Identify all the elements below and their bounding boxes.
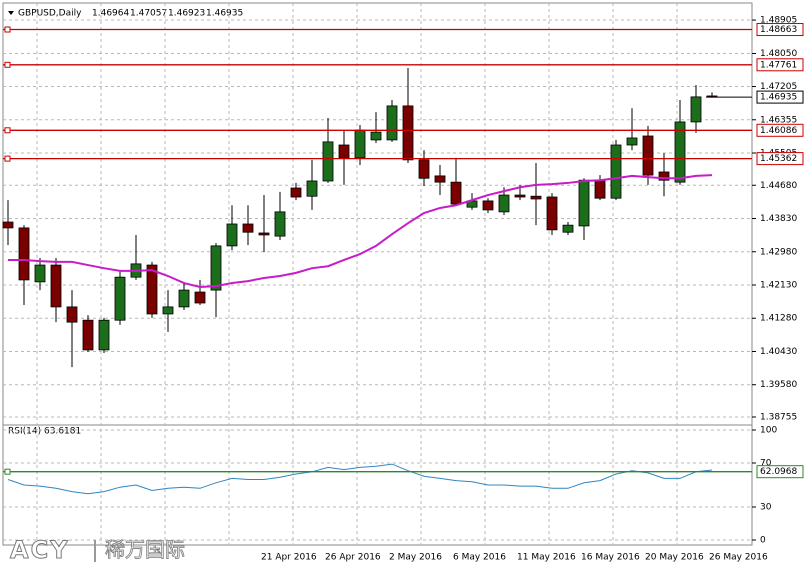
y-tick-label: 1.48050 — [760, 49, 797, 59]
candle-body — [194, 291, 206, 304]
y-tick-label: 100 — [760, 426, 777, 436]
level-anchor — [4, 468, 11, 475]
candle-body — [322, 141, 334, 182]
candle-body — [114, 276, 126, 321]
candle-body — [482, 200, 494, 211]
candle-body — [18, 227, 30, 281]
level-anchor — [4, 26, 11, 33]
candle-body — [2, 221, 14, 229]
logo-brand: ACY — [10, 536, 70, 564]
candle-body — [626, 137, 638, 146]
candle-body — [418, 159, 430, 179]
candle-body — [434, 175, 446, 183]
candle-body — [674, 121, 686, 183]
x-tick-label: 20 May 2016 — [645, 553, 704, 563]
y-tick-label: 1.42130 — [760, 281, 797, 291]
low-value: 1.46923 — [168, 9, 205, 19]
y-tick-label: 1.40430 — [760, 347, 797, 357]
x-tick-label: 26 Apr 2016 — [325, 553, 381, 563]
y-tick-label: 1.44680 — [760, 181, 797, 191]
rsi-line — [7, 463, 713, 495]
candle-body — [386, 105, 398, 141]
x-tick-label: 6 May 2016 — [453, 553, 506, 563]
candle-body — [658, 171, 670, 181]
level-label-box — [756, 152, 804, 166]
x-tick-label: 2 May 2016 — [389, 553, 442, 563]
y-tick-label: 1.42980 — [760, 247, 797, 257]
level-label: 1.46086 — [760, 126, 797, 136]
candle-body — [690, 96, 702, 123]
candle-body — [258, 232, 270, 236]
candle-body — [34, 264, 46, 283]
level-anchor — [4, 61, 11, 68]
candle-body — [610, 144, 622, 199]
y-tick-label: 1.39580 — [760, 380, 797, 390]
candle-body — [354, 129, 366, 159]
level-label-box — [756, 58, 804, 72]
candle-body — [578, 179, 590, 227]
rsi-title: RSI(14) — [8, 427, 41, 437]
y-tick-label: 1.43830 — [760, 214, 797, 224]
close-value: 1.46935 — [206, 9, 243, 19]
chart-title: GBPUSD,Daily — [18, 9, 82, 19]
candle-body — [290, 187, 302, 198]
level-label-box — [756, 23, 804, 37]
candle-body — [226, 223, 238, 247]
y-tick-label: 1.47205 — [760, 82, 797, 92]
level-label: 1.47761 — [760, 60, 797, 70]
candle-body — [98, 319, 110, 351]
candle-body — [370, 131, 382, 141]
candle-body — [82, 319, 94, 351]
candle-body — [594, 179, 606, 199]
current-price-box — [756, 90, 804, 104]
candle-body — [402, 105, 414, 161]
y-tick-label: 30 — [760, 503, 772, 513]
current-price-label: 1.46935 — [760, 93, 797, 103]
rsi-value: 63.6181 — [44, 427, 81, 437]
candle-body — [306, 180, 318, 197]
candle-body — [546, 196, 558, 231]
menu-arrow — [8, 11, 14, 15]
level-anchor — [4, 127, 11, 134]
logo-name: 稀万国际 — [105, 538, 185, 562]
level-label: 1.45362 — [760, 154, 797, 164]
open-value: 1.46964 — [92, 9, 129, 19]
candle-body — [498, 194, 510, 213]
candle-body — [642, 135, 654, 176]
level-label: 1.48663 — [760, 25, 797, 35]
level-label: 62.0968 — [760, 467, 797, 477]
x-tick-label: 16 May 2016 — [581, 553, 640, 563]
candle-body — [66, 306, 78, 323]
candle-body — [210, 245, 222, 291]
plot: 1.489051.480501.472051.463551.455051.446… — [2, 3, 804, 563]
candle-body — [338, 144, 350, 159]
candle-body — [450, 181, 462, 205]
y-tick-label: 0 — [760, 536, 766, 546]
candle-body — [242, 223, 254, 233]
x-tick-label: 26 May 2016 — [709, 553, 768, 563]
logo: ACY 稀万国际 — [10, 536, 186, 565]
candle-body — [274, 211, 286, 237]
candle-body — [562, 224, 574, 233]
level-anchor — [4, 155, 11, 162]
y-tick-label: 1.41280 — [760, 314, 797, 324]
candle-body — [162, 306, 174, 315]
high-value: 1.47057 — [130, 9, 167, 19]
y-tick-label: 1.38755 — [760, 412, 797, 422]
level-label-box — [756, 123, 804, 137]
level-label-box — [756, 465, 804, 479]
candle-body — [146, 264, 158, 315]
candle-body — [178, 289, 190, 308]
candle-body — [514, 194, 526, 198]
y-tick-label: 1.46355 — [760, 115, 797, 125]
moving-average — [8, 174, 713, 288]
y-tick-label: 1.48905 — [760, 16, 797, 26]
x-tick-label: 21 Apr 2016 — [261, 553, 317, 563]
candle-body — [530, 195, 542, 200]
candle-body — [50, 264, 62, 308]
plot-frame — [2, 2, 753, 546]
x-tick-label: 11 May 2016 — [517, 553, 576, 563]
y-tick-label: 70 — [760, 459, 772, 469]
